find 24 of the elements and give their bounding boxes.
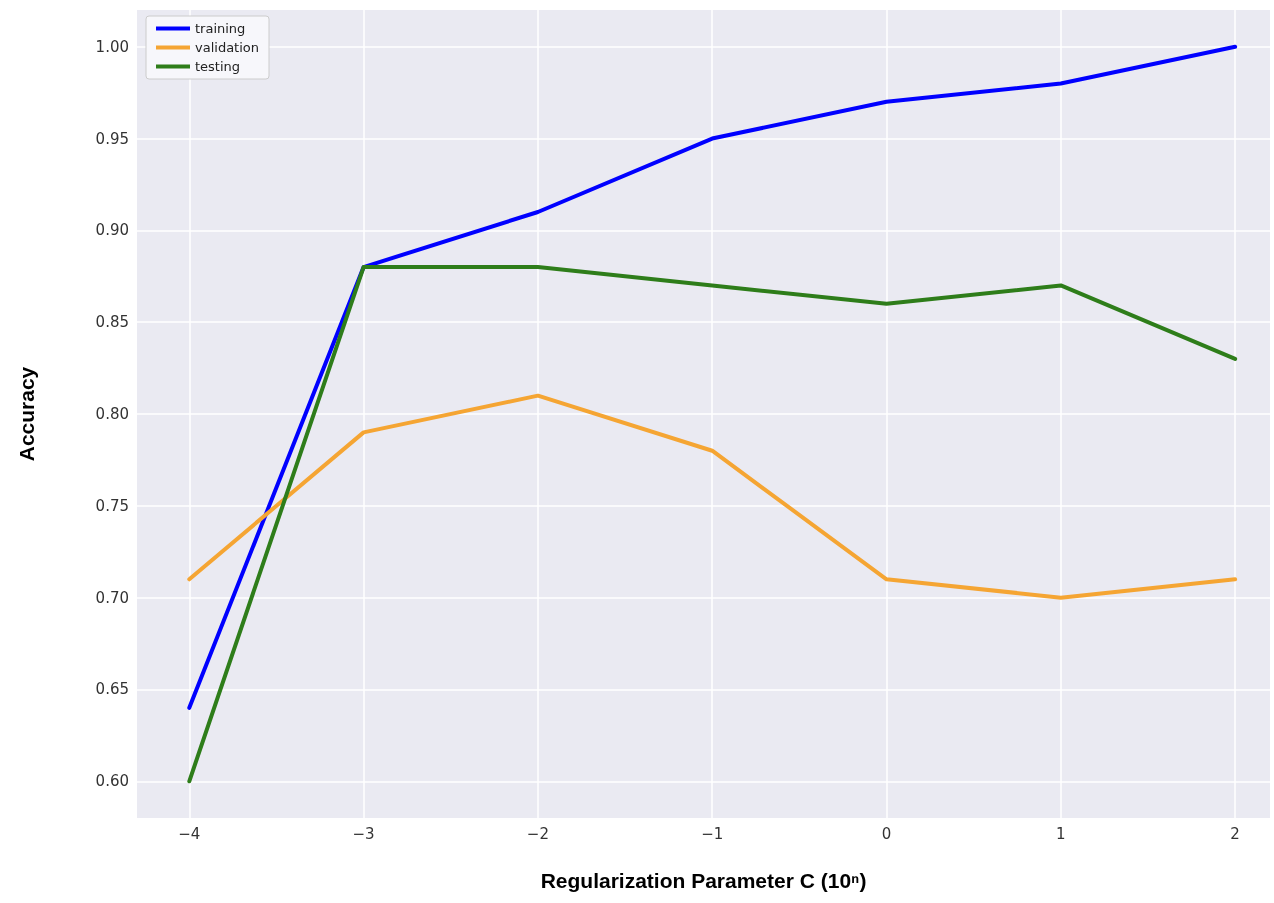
legend-label: training — [195, 21, 246, 36]
x-tick-label: −1 — [701, 824, 724, 843]
x-tick-label: 1 — [1056, 824, 1066, 843]
legend-label: testing — [195, 59, 241, 74]
legend-label: validation — [195, 40, 260, 55]
x-axis-title: Regularization Parameter C (10ⁿ) — [540, 869, 867, 892]
x-tick-label: 2 — [1230, 824, 1240, 843]
x-tick-label: −4 — [178, 824, 201, 843]
y-tick-label: 0.75 — [95, 496, 129, 515]
line-series — [187, 393, 1238, 600]
y-tick-label: 0.90 — [95, 221, 129, 240]
y-tick-label: 0.60 — [95, 772, 129, 791]
y-tick-label: 0.85 — [95, 313, 129, 332]
y-tick-label: 1.00 — [95, 37, 129, 56]
y-tick-label: 0.70 — [95, 588, 129, 607]
y-axis-title: Accuracy — [15, 366, 38, 462]
y-tick-label: 0.65 — [95, 680, 129, 699]
x-tick-label: 0 — [881, 824, 892, 843]
line-series — [187, 265, 1238, 784]
y-tick-label: 0.80 — [95, 405, 129, 423]
line-series — [187, 44, 1238, 710]
y-tick-label: 0.95 — [95, 129, 129, 148]
x-tick-label: −2 — [526, 824, 549, 843]
x-tick-label: −3 — [352, 824, 375, 843]
